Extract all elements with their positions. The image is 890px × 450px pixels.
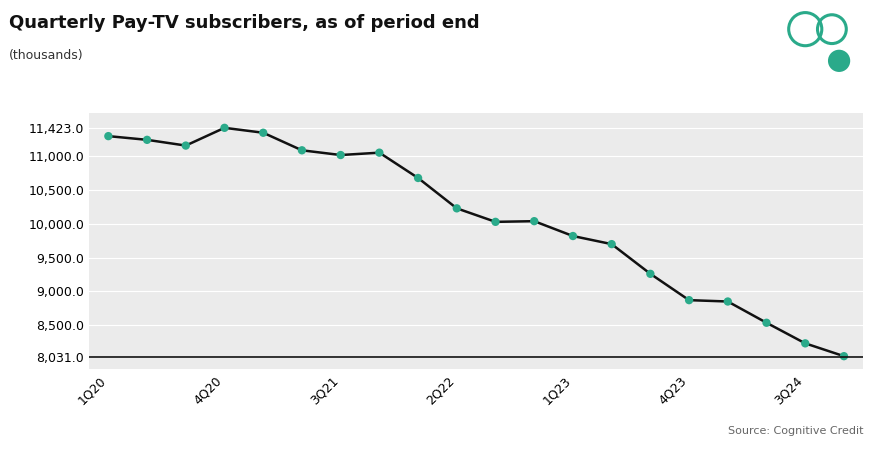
Point (798, 340, 813, 347)
Point (566, 232, 580, 239)
Point (489, 218, 503, 225)
Text: Source: Cognitive Credit: Source: Cognitive Credit (728, 427, 863, 436)
Point (295, 147, 309, 154)
Point (604, 240, 619, 248)
Point (140, 136, 154, 144)
Point (527, 217, 541, 225)
Point (721, 298, 735, 305)
Point (372, 149, 386, 156)
Point (101, 132, 116, 140)
Circle shape (829, 51, 849, 71)
Text: (thousands): (thousands) (9, 50, 84, 63)
Point (179, 142, 193, 149)
Point (217, 124, 231, 131)
Text: Quarterly Pay-TV subscribers, as of period end: Quarterly Pay-TV subscribers, as of peri… (9, 14, 480, 32)
Point (449, 205, 464, 212)
Point (334, 151, 348, 158)
Point (682, 297, 696, 304)
Point (643, 270, 658, 277)
Point (411, 174, 425, 181)
Point (759, 319, 773, 326)
Point (837, 352, 851, 360)
Point (256, 129, 271, 136)
